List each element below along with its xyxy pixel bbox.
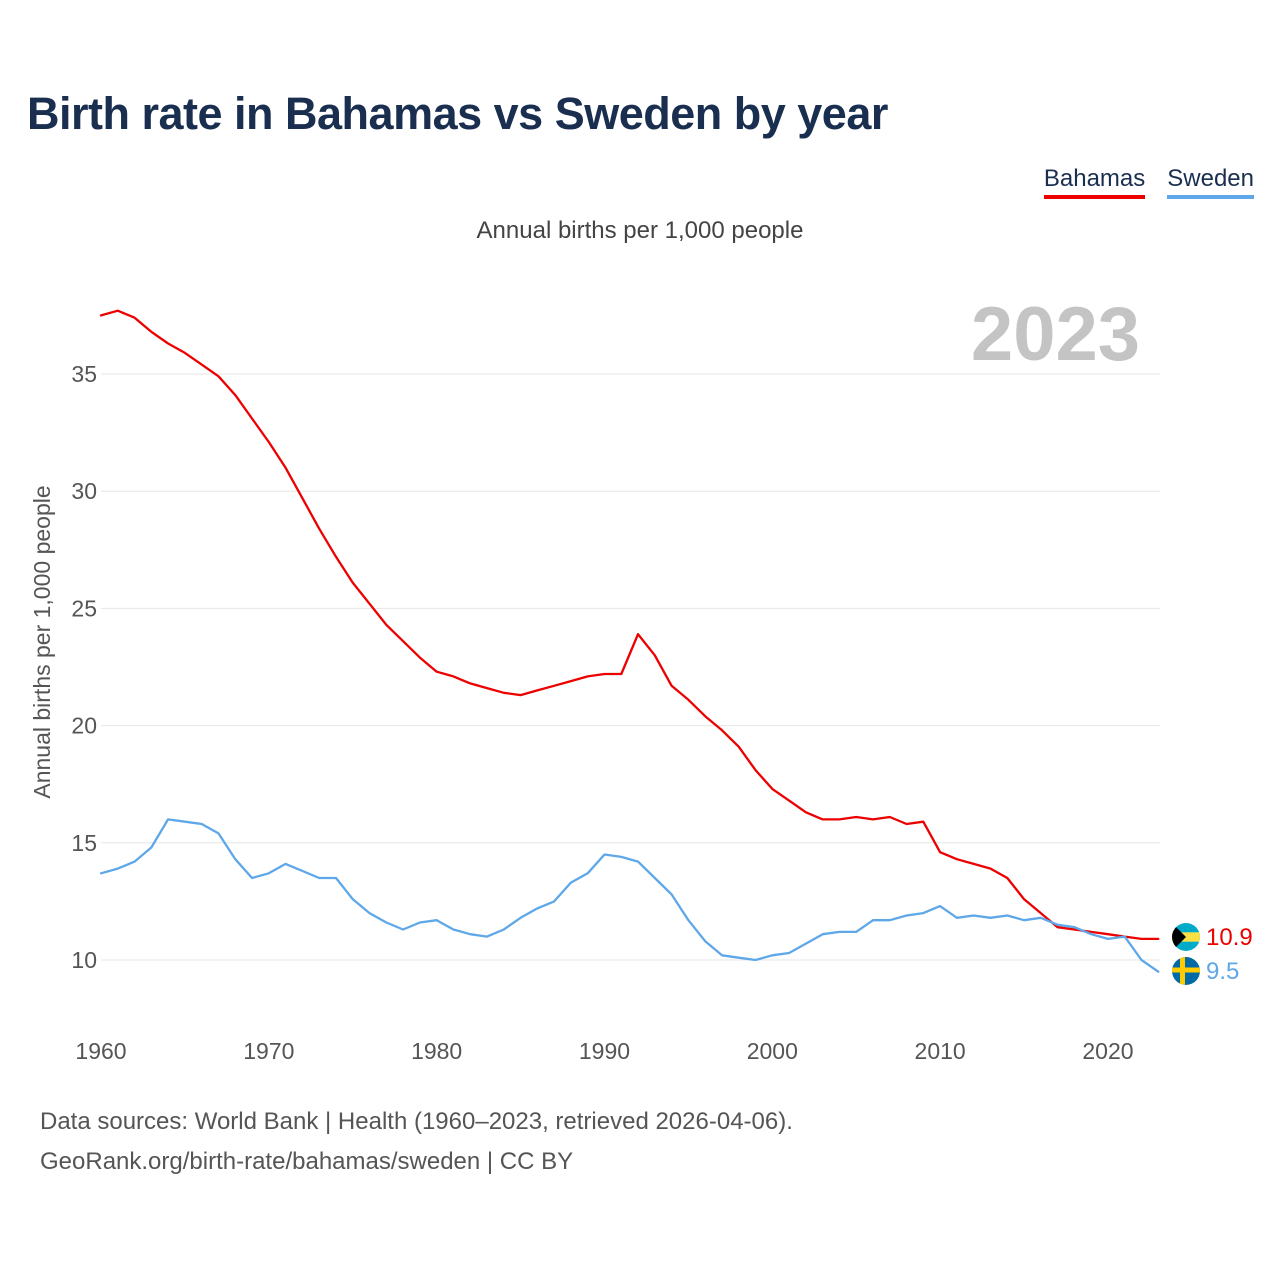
sweden-end-label: 9.5 [1206,958,1239,985]
chart-subtitle: Annual births per 1,000 people [476,217,804,244]
bahamas-flag-icon [1172,923,1200,951]
y-tick-label: 35 [71,361,97,387]
year-watermark: 2023 [971,292,1140,377]
legend: Bahamas Sweden [1043,165,1254,199]
legend-item-bahamas[interactable]: Bahamas [1043,165,1146,199]
x-tick-label: 2000 [747,1038,798,1064]
y-tick-label: 20 [71,713,97,739]
x-tick-label: 1960 [75,1038,126,1064]
x-tick-label: 1990 [579,1038,630,1064]
page-title: Birth rate in Bahamas vs Sweden by year [27,88,888,139]
x-tick-label: 1980 [411,1038,462,1064]
legend-item-sweden[interactable]: Sweden [1167,165,1254,199]
series-line-sweden[interactable] [99,818,1160,973]
bahamas-end-label: 10.9 [1206,924,1253,951]
y-axis-label: Annual births per 1,000 people [29,485,55,798]
y-tick-label: 25 [71,595,97,621]
x-tick-label: 2020 [1082,1038,1133,1064]
x-tick-label: 1970 [243,1038,294,1064]
footer-url: GeoRank.org/birth-rate/bahamas/sweden | … [40,1148,574,1175]
line-chart: 2023 10 15 20 25 30 35 1960 1970 1980 1990 2000 20… [29,292,1253,1064]
footer-sources: Data sources: World Bank | Health (1960–… [40,1108,793,1135]
sweden-flag-icon [1172,957,1200,985]
series-line-bahamas[interactable] [99,309,1160,941]
y-tick-label: 15 [71,830,97,856]
y-tick-label: 10 [71,947,97,973]
y-tick-label: 30 [71,478,97,504]
x-tick-label: 2010 [915,1038,966,1064]
